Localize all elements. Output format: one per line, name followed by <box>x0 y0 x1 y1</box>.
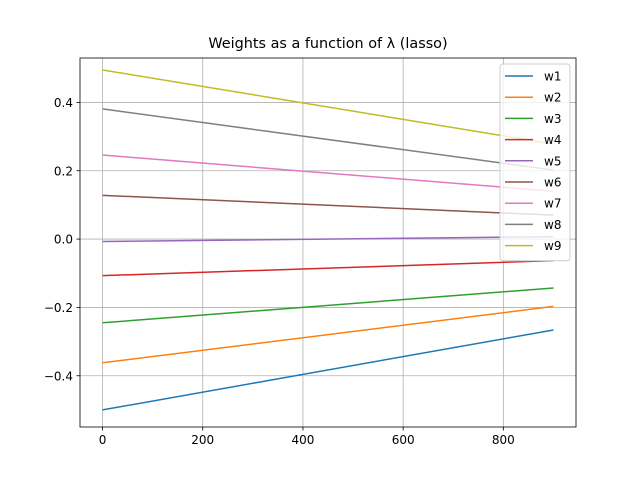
series-line-w5 <box>102 235 554 243</box>
legend-label: w6 <box>544 176 561 190</box>
legend-box <box>499 63 571 262</box>
x-tick-label: 600 <box>392 433 415 447</box>
legend-label: w4 <box>544 133 561 147</box>
y-tick-label: 0.0 <box>54 233 73 247</box>
series-line-w6 <box>102 194 554 216</box>
series-line-w4 <box>102 259 554 277</box>
series-line-w2 <box>102 305 554 364</box>
x-tick-label: 200 <box>191 433 214 447</box>
series-line-w7 <box>102 154 554 192</box>
y-tick-label: 0.4 <box>54 96 73 110</box>
y-tick-label: 0.2 <box>54 164 73 178</box>
plot-lines <box>102 69 554 411</box>
legend-label: w8 <box>544 218 561 232</box>
chart-title: Weights as a function of λ (lasso) <box>208 36 447 52</box>
legend-label: w1 <box>544 70 561 84</box>
legend: w1 w2 w3 w4 w5 w6 w7 w8 w9 <box>499 63 571 262</box>
legend-label: w3 <box>544 112 561 126</box>
legend-label: w9 <box>544 239 561 253</box>
x-tick-label: 0 <box>99 433 107 447</box>
x-tick-label: 400 <box>291 433 314 447</box>
series-line-w9 <box>102 69 554 145</box>
y-tick-label: −0.2 <box>44 301 73 315</box>
legend-label: w2 <box>544 91 561 105</box>
series-line-w1 <box>102 329 554 411</box>
legend-label: w7 <box>544 197 561 211</box>
legend-label: w5 <box>544 154 561 168</box>
y-tick-label: −0.4 <box>44 369 73 383</box>
axis-ticks: 0 200 400 600 800 −0.4 −0.2 0.0 0.2 0.4 <box>44 96 515 447</box>
plot-frame <box>79 57 577 428</box>
x-tick-label: 800 <box>492 433 515 447</box>
series-line-w8 <box>102 108 554 171</box>
series-line-w3 <box>102 287 554 324</box>
